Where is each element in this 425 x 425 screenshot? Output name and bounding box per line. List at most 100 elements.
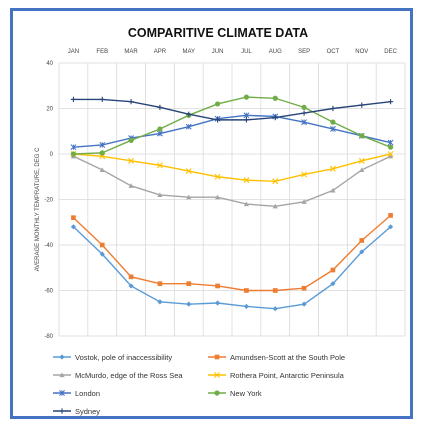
data-point-amundsen-scott-at-the-south-pole	[272, 288, 278, 293]
data-point-amundsen-scott-at-the-south-pole	[244, 288, 249, 293]
data-point-amundsen-scott-at-the-south-pole	[301, 285, 307, 291]
data-point-vostok-pole-of-inaccessibility	[272, 306, 278, 312]
data-point-vostok-pole-of-inaccessibility	[301, 301, 307, 307]
legend-marker-new-york	[214, 390, 220, 396]
x-tick-label: AUG	[269, 49, 282, 55]
data-point-sydney	[157, 104, 163, 110]
y-axis-label: AVERAGE MONTHLY TEMPRATURE, DEG C	[35, 147, 41, 271]
data-point-new-york	[301, 104, 307, 110]
data-point-mcmurdo-edge-of-the-ross-sea	[128, 183, 134, 188]
data-point-london	[70, 144, 77, 151]
data-point-london	[329, 126, 336, 132]
data-point-sydney	[272, 115, 278, 121]
y-tick-label: 20	[46, 107, 53, 113]
data-point-vostok-pole-of-inaccessibility	[70, 224, 77, 230]
data-point-rothera-point-antarctic-peninsula	[243, 177, 250, 184]
data-point-rothera-point-antarctic-peninsula	[185, 168, 192, 175]
data-point-mcmurdo-edge-of-the-ross-sea	[301, 199, 307, 204]
series-line-new-york	[73, 96, 391, 155]
data-point-new-york	[359, 133, 365, 139]
chart-svg: COMPARITIVE CLIMATE DATA 40 20 0 -20 -40 -60 -8…	[35, 26, 406, 416]
data-point-rothera-point-antarctic-peninsula	[358, 157, 365, 164]
series-line-sydney	[73, 98, 391, 121]
x-tick-label: MAY	[182, 49, 195, 55]
x-tick-label: JAN	[68, 49, 79, 55]
data-point-amundsen-scott-at-the-south-pole	[128, 274, 134, 280]
legend-label-london: London	[75, 389, 100, 398]
data-point-sydney	[387, 99, 394, 105]
legend-label-rothera-point-antarctic-peninsula: Rothera Point, Antarctic Peninsula	[230, 371, 345, 380]
data-point-amundsen-scott-at-the-south-pole	[99, 242, 105, 248]
data-point-vostok-pole-of-inaccessibility	[387, 224, 394, 230]
data-point-rothera-point-antarctic-peninsula	[301, 171, 308, 178]
series-line-vostok-pole-of-inaccessibility	[72, 226, 392, 310]
x-tick-label: NOV	[355, 49, 368, 55]
data-point-mcmurdo-edge-of-the-ross-sea	[272, 203, 278, 209]
legend-marker-amundsen-scott-at-the-south-pole	[214, 354, 220, 360]
data-point-amundsen-scott-at-the-south-pole	[359, 238, 365, 243]
data-point-new-york	[70, 151, 77, 157]
data-point-amundsen-scott-at-the-south-pole	[215, 283, 220, 289]
data-point-rothera-point-antarctic-peninsula	[387, 151, 394, 157]
data-point-vostok-pole-of-inaccessibility	[186, 301, 192, 307]
series-line-amundsen-scott-at-the-south-pole	[72, 214, 392, 292]
data-point-sydney	[99, 96, 105, 102]
data-point-vostok-pole-of-inaccessibility	[99, 251, 105, 257]
x-tick-label: SEP	[298, 49, 310, 55]
data-point-mcmurdo-edge-of-the-ross-sea	[243, 201, 250, 207]
data-point-london	[243, 112, 250, 119]
y-tick-label: 40	[46, 61, 53, 67]
data-point-vostok-pole-of-inaccessibility	[128, 283, 134, 289]
x-tick-label: OCT	[327, 49, 340, 55]
legend-label-new-york: New York	[230, 389, 262, 398]
legend-label-sydney: Sydney	[75, 407, 100, 416]
data-point-sydney	[128, 99, 134, 105]
legend-marker-london	[59, 390, 65, 396]
y-tick-label: -80	[44, 334, 53, 340]
y-tick-label: -60	[44, 289, 53, 295]
data-point-london	[156, 130, 163, 137]
y-tick-label: -40	[44, 243, 53, 249]
data-point-rothera-point-antarctic-peninsula	[214, 173, 221, 180]
data-point-london	[387, 139, 394, 146]
data-point-new-york	[330, 119, 336, 125]
data-point-vostok-pole-of-inaccessibility	[359, 249, 365, 255]
data-point-amundsen-scott-at-the-south-pole	[71, 215, 76, 221]
legend-label-amundsen-scott-at-the-south-pole: Amundsen-Scott at the South Pole	[230, 353, 345, 362]
data-point-rothera-point-antarctic-peninsula	[272, 178, 279, 185]
data-point-vostok-pole-of-inaccessibility	[330, 281, 336, 287]
legend-marker-vostok-pole-of-inaccessibility	[59, 354, 65, 360]
data-point-new-york	[243, 94, 250, 100]
data-point-mcmurdo-edge-of-the-ross-sea	[99, 167, 105, 173]
chart-frame: COMPARITIVE CLIMATE DATA 40 20 0 -20 -40 -60 -8…	[10, 8, 413, 419]
data-point-london	[301, 119, 308, 126]
data-point-new-york	[99, 150, 105, 156]
data-point-mcmurdo-edge-of-the-ross-sea	[330, 187, 336, 193]
series-line-mcmurdo-edge-of-the-ross-sea	[73, 155, 391, 208]
data-point-mcmurdo-edge-of-the-ross-sea	[214, 194, 221, 200]
data-point-vostok-pole-of-inaccessibility	[157, 299, 163, 305]
data-point-mcmurdo-edge-of-the-ross-sea	[387, 153, 394, 159]
data-point-sydney	[70, 96, 77, 102]
data-point-new-york	[157, 126, 163, 132]
x-tick-label: APR	[154, 49, 167, 55]
data-point-vostok-pole-of-inaccessibility	[243, 303, 250, 310]
data-point-new-york	[272, 95, 278, 101]
y-tick-label: -20	[44, 198, 53, 204]
data-point-vostok-pole-of-inaccessibility	[214, 300, 221, 306]
series-line-london	[73, 114, 391, 148]
data-point-sydney	[330, 105, 336, 112]
x-tick-label: DEC	[384, 49, 397, 55]
series-line-rothera-point-antarctic-peninsula	[73, 153, 391, 183]
data-point-sydney	[186, 111, 192, 117]
data-point-london	[185, 123, 192, 130]
data-point-rothera-point-antarctic-peninsula	[128, 157, 135, 164]
x-tick-label: JUN	[212, 49, 224, 55]
legend-marker-sydney	[59, 408, 65, 414]
data-point-amundsen-scott-at-the-south-pole	[186, 281, 192, 287]
data-point-sydney	[301, 110, 307, 116]
data-point-sydney	[243, 117, 250, 123]
x-tick-label: FEB	[96, 49, 108, 55]
data-point-amundsen-scott-at-the-south-pole	[330, 267, 336, 273]
data-point-rothera-point-antarctic-peninsula	[156, 162, 163, 169]
